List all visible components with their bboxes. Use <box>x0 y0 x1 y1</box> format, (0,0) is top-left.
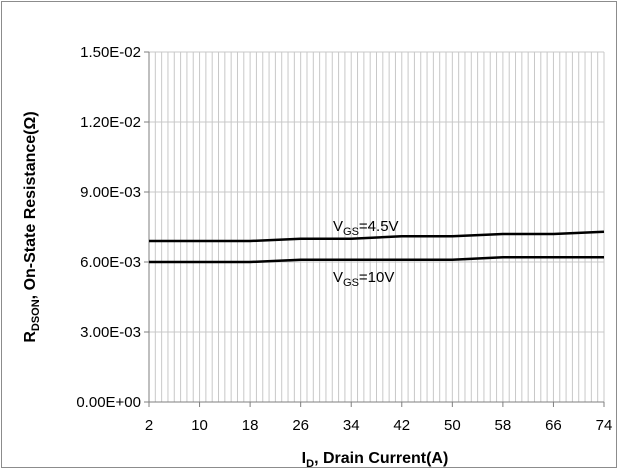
x-tick-label: 2 <box>145 417 153 434</box>
x-tick-label: 42 <box>393 417 410 434</box>
x-tick-label: 66 <box>545 417 562 434</box>
x-tick-label: 74 <box>596 417 613 434</box>
y-tick-label: 6.00E-03 <box>80 254 141 271</box>
series-line-vgs-4.5v <box>149 230 605 243</box>
y-axis-title-rest: , On-State Resistance(Ω) <box>22 111 39 299</box>
x-axis-title: ID, Drain Current(A) <box>302 450 449 470</box>
series-lines <box>149 230 605 264</box>
y-axis-title: RDSON, On-State Resistance(Ω) <box>22 111 42 342</box>
x-tick-label: 10 <box>191 417 208 434</box>
x-tick-label: 26 <box>292 417 309 434</box>
y-axis-title-sub: DSON <box>30 299 42 331</box>
x-tick-labels: 2 10 18 26 34 42 50 58 66 74 <box>145 417 613 434</box>
x-tick-label: 50 <box>444 417 461 434</box>
axes <box>144 51 605 407</box>
series-label-vgs-4.5v: VGS=4.5V <box>333 218 399 238</box>
x-axis-title-sub: D <box>306 458 314 470</box>
y-tick-label: 1.50E-02 <box>80 44 141 61</box>
y-tick-labels: 0.00E+00 3.00E-03 6.00E-03 9.00E-03 1.20E-02… <box>76 44 141 411</box>
y-tick-label: 1.20E-02 <box>80 114 141 131</box>
y-tick-label: 0.00E+00 <box>76 394 141 411</box>
y-axis-title-main: R <box>22 331 39 343</box>
series-label-vgs-10v-rest: =10V <box>359 269 394 286</box>
series-line-vgs-10v <box>149 256 604 264</box>
series-label-vgs-4.5v-sub: GS <box>343 226 359 238</box>
x-tick-label: 18 <box>242 417 259 434</box>
x-axis-title-rest: , Drain Current(A) <box>314 450 448 467</box>
x-axis-title-main: I <box>302 450 306 467</box>
y-tick-label: 9.00E-03 <box>80 184 141 201</box>
series-label-vgs-10v-main: V <box>333 269 343 286</box>
series-label-vgs-10v-sub: GS <box>343 277 359 289</box>
series-label-vgs-4.5v-main: V <box>333 218 343 235</box>
series-label-vgs-10v: VGS=10V <box>333 269 394 289</box>
y-tick-label: 3.00E-03 <box>80 324 141 341</box>
series-label-vgs-4.5v-rest: =4.5V <box>359 218 399 235</box>
x-tick-label: 34 <box>343 417 360 434</box>
x-tick-label: 58 <box>495 417 512 434</box>
